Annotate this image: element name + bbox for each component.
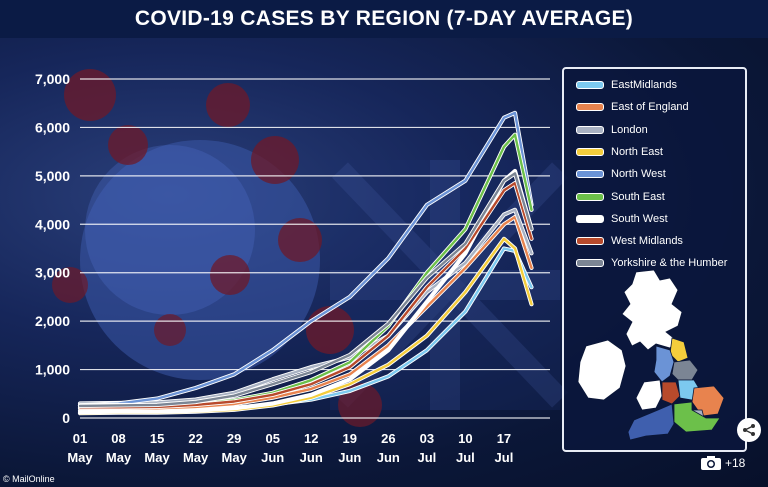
source-credit: © MailOnline — [3, 474, 55, 484]
series-line-yorkshire-the-humber — [78, 172, 533, 408]
share-button[interactable] — [737, 418, 761, 442]
x-tick-label-month: Jun — [338, 450, 361, 465]
x-tick-label-month: Jun — [377, 450, 400, 465]
legend-label: West Midlands — [611, 235, 683, 248]
title-bar: COVID-19 CASES BY REGION (7-DAY AVERAGE) — [0, 0, 768, 38]
x-tick-label-month: May — [106, 450, 132, 465]
legend-item: Yorkshire & the Humber — [576, 255, 727, 271]
x-tick-label-day: 19 — [343, 431, 357, 446]
map-region-south-east — [673, 401, 721, 433]
legend-item: North East — [576, 144, 663, 160]
y-tick-label: 5,000 — [35, 168, 70, 184]
map-region-ireland — [577, 339, 627, 401]
legend-swatch — [576, 125, 604, 134]
x-tick-label-day: 29 — [227, 431, 241, 446]
legend-item: South West — [576, 211, 668, 227]
x-tick-label-day: 17 — [497, 431, 511, 446]
legend-label: EastMidlands — [611, 79, 678, 91]
x-tick-label-month: Jul — [456, 450, 475, 465]
y-tick-label: 1,000 — [35, 362, 70, 378]
x-tick-label-month: Jun — [261, 450, 284, 465]
share-icon — [743, 424, 755, 436]
photo-count: +18 — [725, 456, 746, 470]
legend-item: EastMidlands — [576, 77, 677, 93]
x-tick-label-month: Jun — [300, 450, 323, 465]
map-region-south-west — [627, 403, 675, 441]
x-tick-label-day: 03 — [420, 431, 434, 446]
x-tick-label-day: 12 — [304, 431, 318, 446]
legend-label: South West — [611, 212, 668, 225]
x-tick-label-day: 15 — [150, 431, 164, 446]
legend-label: North West — [611, 168, 666, 181]
legend-label: Yorkshire & the Humber — [611, 257, 728, 270]
legend-swatch — [576, 259, 604, 268]
legend-label: London — [611, 123, 648, 136]
map-region-wales — [635, 379, 663, 411]
series-lines — [77, 110, 534, 416]
x-tick-label-day: 05 — [265, 431, 279, 446]
legend-swatch — [576, 81, 604, 89]
map-region-scotland — [621, 270, 683, 351]
legend-swatch — [576, 170, 604, 179]
x-tick-label-day: 10 — [458, 431, 472, 446]
series-line-north-west — [78, 111, 533, 407]
legend-item: West Midlands — [576, 233, 683, 249]
series-line-west-midlands — [78, 181, 533, 409]
map-region-yorkshire — [671, 359, 699, 381]
legend-label: East of England — [611, 101, 689, 114]
map-region-west-midlands — [661, 381, 681, 405]
legend-item: North West — [576, 166, 666, 182]
y-tick-label: 6,000 — [35, 119, 70, 135]
y-tick-label: 0 — [62, 410, 70, 426]
legend-label: North East — [611, 145, 663, 158]
legend-label: South East — [611, 190, 665, 203]
legend-swatch — [576, 214, 604, 223]
y-tick-label: 3,000 — [35, 265, 70, 281]
y-tick-label: 4,000 — [35, 216, 70, 232]
y-tick-label: 2,000 — [35, 313, 70, 329]
camera-icon — [701, 456, 721, 470]
legend-item: London — [576, 122, 648, 138]
x-axis: 01 May 08 May 15 May 22 May 29 May 05 Jun 12 Jun 19 Jun… — [67, 431, 513, 465]
legend-item: East of England — [576, 99, 689, 115]
x-tick-label-month: May — [222, 450, 248, 465]
legend-swatch — [576, 103, 604, 112]
legend-swatch — [576, 192, 604, 201]
x-tick-label-day: 22 — [188, 431, 202, 446]
x-tick-label-month: Jul — [495, 450, 514, 465]
x-tick-label-day: 26 — [381, 431, 395, 446]
x-tick-label-day: 08 — [111, 431, 125, 446]
legend-swatch — [576, 237, 604, 246]
uk-regions-map — [577, 270, 725, 441]
y-tick-label: 7,000 — [35, 71, 70, 87]
gallery-button[interactable]: +18 — [700, 455, 745, 471]
x-tick-label-month: May — [183, 450, 209, 465]
x-tick-label-month: May — [67, 450, 93, 465]
x-tick-label-day: 01 — [73, 431, 87, 446]
map-region-north-west — [653, 345, 675, 383]
x-tick-label-month: May — [144, 450, 170, 465]
legend-item: South East — [576, 189, 665, 205]
legend-swatch — [576, 147, 604, 156]
chart-title: COVID-19 CASES BY REGION (7-DAY AVERAGE) — [134, 7, 634, 30]
x-tick-label-month: Jul — [417, 450, 436, 465]
y-axis: 0 1,000 2,000 3,000 4,000 5,000 6,000 7,000 — [35, 71, 70, 426]
